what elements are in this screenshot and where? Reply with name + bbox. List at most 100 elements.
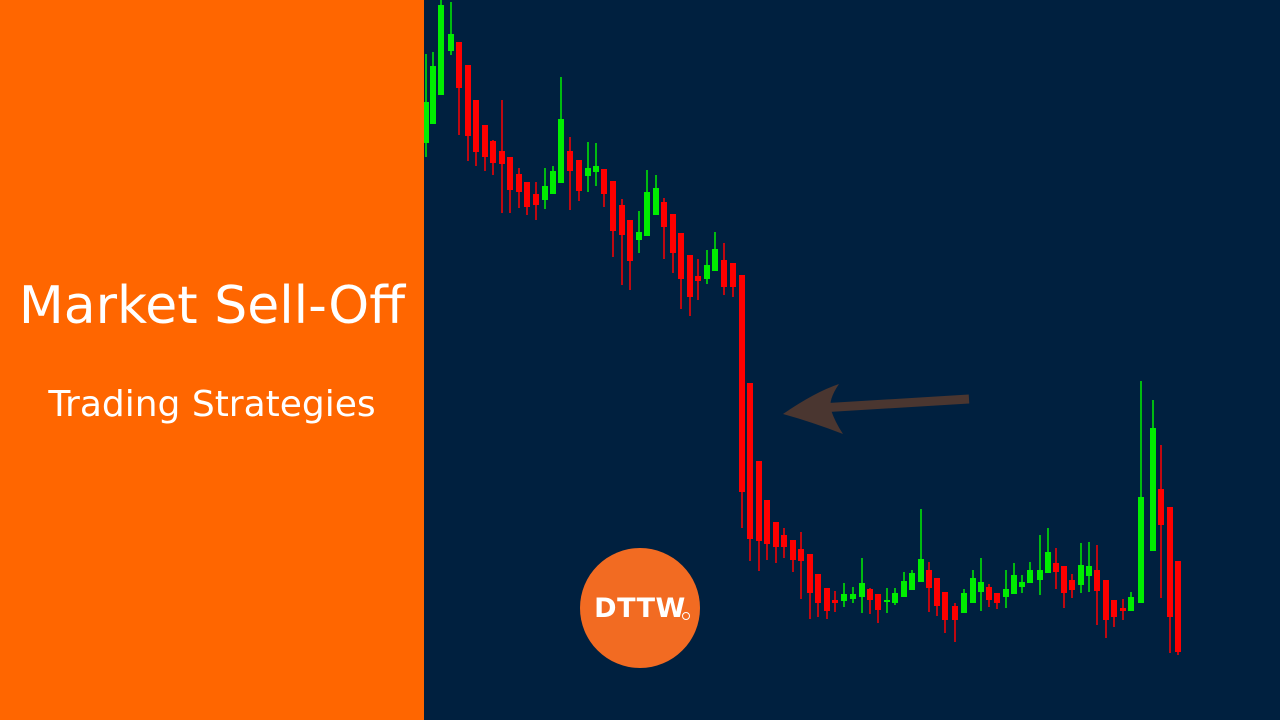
bearish-candle [678,233,684,309]
bearish-candle [747,383,753,561]
dttw-logo: DTTW [580,548,700,668]
bearish-candle [524,182,530,215]
candle-body [970,578,976,603]
bullish-candle [704,250,710,284]
bullish-candle [653,175,659,215]
candle-body [909,573,915,590]
candle-body [1053,563,1059,572]
bearish-candle [994,593,1000,609]
candle-body [653,188,659,215]
candle-body [482,125,488,157]
page-subtitle: Trading Strategies [48,384,376,425]
candle-body [721,260,727,287]
bullish-candle [1150,400,1156,551]
candle-body [644,192,650,236]
candle-body [756,461,762,541]
bullish-candle [593,143,599,186]
logo-text: DTTW [594,592,686,624]
bearish-candle [627,220,633,290]
arrow-left-icon [783,384,970,434]
bearish-candle [507,157,513,213]
bullish-candle [1011,563,1017,594]
bearish-candle [1069,574,1075,598]
bearish-candle [781,528,787,558]
candle-body [1094,570,1100,591]
bearish-candle [661,198,667,259]
bearish-candle [516,168,522,208]
candle-body [901,581,907,597]
candle-body [1120,608,1126,611]
bullish-candle [1128,592,1134,611]
bullish-candle [1037,535,1043,595]
registered-mark-icon [682,612,690,620]
candle-body [695,276,701,281]
candle-body [730,263,736,287]
bullish-candle [438,0,444,95]
candle-body [824,588,830,611]
candle-body [807,554,813,593]
candle-body [1027,570,1033,583]
bearish-candle [875,594,881,623]
bearish-candle [1167,507,1173,653]
bearish-candle [986,584,992,607]
candle-body [499,151,505,164]
candle-body [1019,582,1025,587]
candle-body [1045,552,1051,573]
bearish-candle [1158,445,1164,598]
candle-body [636,232,642,240]
candle-body [490,141,496,163]
candle-body [542,186,548,200]
candle-body [1128,597,1134,611]
candle-body [524,182,530,207]
candle-body [994,593,1000,603]
bearish-candle [695,259,701,300]
candle-body [1011,575,1017,594]
bullish-candle [1078,543,1084,593]
candlestick-chart [424,0,1181,655]
candle-body [1167,507,1173,617]
bullish-candle [550,166,556,194]
candle-body [619,205,625,235]
bearish-candle [670,214,676,273]
bullish-candle [558,77,564,183]
bearish-candle [1103,580,1109,638]
candle-body [1037,570,1043,580]
bullish-candle [1045,528,1051,573]
bullish-candle [859,558,865,613]
candle-body [892,593,898,603]
bullish-candle [1027,562,1033,583]
candle-body [456,42,462,88]
bullish-candle [1003,570,1009,608]
candle-body [986,587,992,600]
candle-body [678,233,684,279]
candle-body [764,500,770,544]
bullish-candle [644,170,650,236]
bullish-candle [978,558,984,611]
bearish-candle [942,592,948,633]
candle-body [1103,580,1109,620]
bearish-candle [1175,561,1181,655]
bearish-candle [1053,548,1059,589]
bearish-candle [934,578,940,616]
bearish-candle [807,554,813,619]
candle-body [1078,565,1084,585]
candle-body [448,34,454,51]
candle-body [1086,566,1092,576]
candle-body [926,570,932,588]
bearish-candle [1120,599,1126,620]
bearish-candle [576,160,582,201]
bullish-candle [1019,575,1025,593]
bullish-candle [712,232,718,271]
bearish-candle [739,275,745,528]
candle-body [952,606,958,620]
candle-body [942,592,948,620]
candle-body [841,594,847,601]
candle-body [850,594,856,599]
bullish-candle [850,587,856,603]
candle-body [670,214,676,253]
bearish-candle [926,562,932,612]
candle-body [576,160,582,191]
bearish-candle [687,255,693,316]
bullish-candle [424,54,429,157]
candle-body [533,194,539,205]
